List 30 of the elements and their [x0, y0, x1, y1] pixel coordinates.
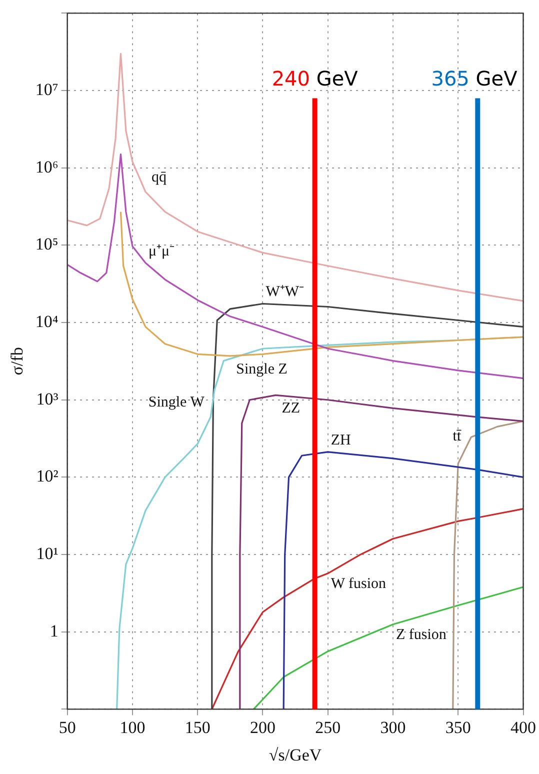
series-label: μ⁺μ⁻ [148, 243, 175, 260]
series-label: W⁺W⁻ [266, 284, 304, 300]
series-label: Single W [148, 394, 206, 410]
y-tick-label: 10⁵ [35, 234, 58, 254]
x-tick-label: 200 [250, 718, 276, 737]
x-tick-label: 300 [380, 718, 406, 737]
series-label: ZH [330, 432, 352, 448]
series-label: W fusion [330, 576, 386, 592]
ref-line-label: 240 GeV [272, 66, 358, 90]
y-tick-label: 10² [36, 466, 58, 486]
series-label: Z fusion [396, 626, 447, 643]
x-tick-label: 50 [58, 718, 76, 737]
y-tick-label: 10⁷ [35, 80, 58, 99]
y-tick-label: 10⁶ [35, 157, 58, 176]
y-tick-label: 10¹ [36, 544, 58, 563]
x-tick-label: 350 [445, 718, 471, 737]
ref-line-label: 365 GeV [431, 66, 518, 90]
series-label: Single Z [236, 361, 288, 378]
x-tick-label: 100 [120, 718, 146, 737]
x-tick-label: 250 [315, 718, 341, 737]
x-tick-label: 150 [184, 718, 210, 737]
series-label: qq̄ [151, 169, 167, 186]
y-axis-title: σ/fb [8, 347, 27, 376]
y-tick-label: 1 [50, 621, 58, 640]
x-axis-title: √s/GeV [268, 745, 322, 764]
y-tick-label: 10³ [36, 389, 58, 408]
y-tick-label: 10⁴ [35, 312, 58, 331]
series-label: ZZ [282, 400, 300, 417]
series-label: tt̄ [452, 428, 462, 445]
x-tick-label: 400 [510, 718, 536, 737]
